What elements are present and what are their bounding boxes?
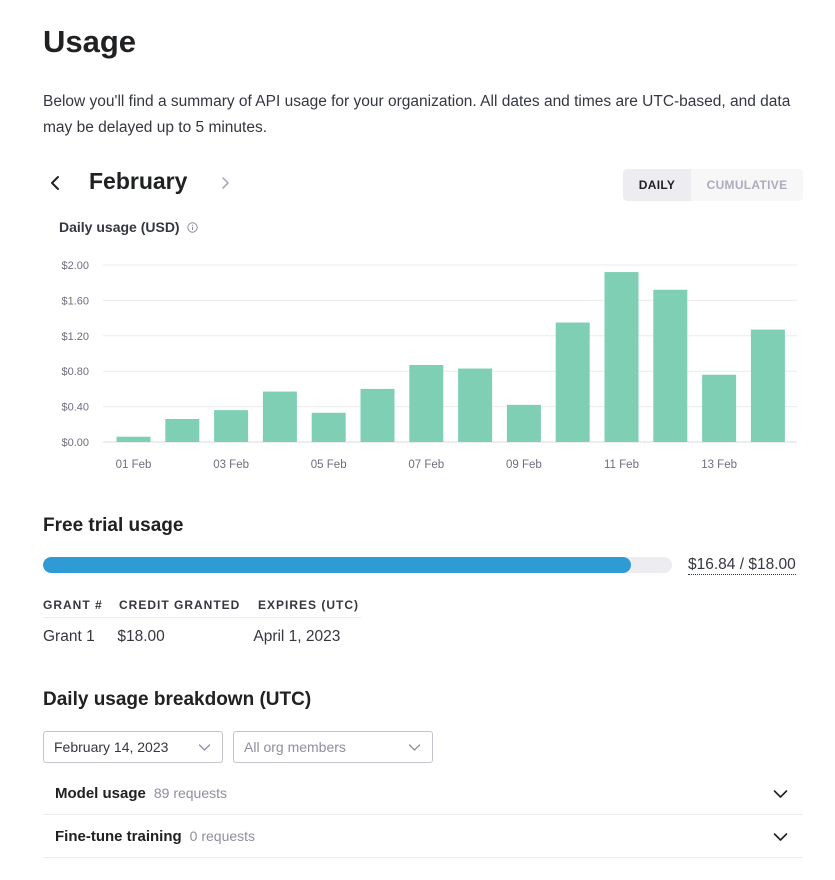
bar-03-feb[interactable] — [214, 410, 249, 442]
date-select[interactable]: February 14, 2023 — [43, 731, 223, 763]
chevron-down-icon — [408, 744, 421, 751]
column-header-expires: EXPIRES (UTC) — [258, 598, 360, 612]
chart-label: Daily usage (USD) — [59, 219, 198, 235]
chevron-right-icon — [221, 177, 229, 189]
accordion-subtitle: 0 requests — [189, 828, 256, 844]
grant-table-header: GRANT # CREDIT GRANTED EXPIRES (UTC) — [43, 593, 368, 617]
bar-10-feb[interactable] — [555, 322, 590, 442]
y-tick-label: $0.80 — [61, 366, 89, 378]
x-tick-label: 05 Feb — [311, 459, 347, 471]
chevron-left-icon — [51, 176, 59, 190]
bar-14-feb[interactable] — [750, 329, 785, 442]
grant-credit: $18.00 — [117, 627, 165, 645]
chevron-down-icon — [773, 833, 788, 841]
table-row: Grant 1 $18.00 April 1, 2023 — [43, 617, 361, 655]
bar-04-feb[interactable] — [262, 391, 297, 442]
x-tick-label: 13 Feb — [701, 459, 737, 471]
bar-09-feb[interactable] — [506, 404, 541, 442]
bar-01-feb[interactable] — [116, 436, 151, 442]
info-icon[interactable] — [186, 221, 198, 233]
y-tick-label: $0.00 — [61, 437, 89, 449]
y-tick-label: $1.20 — [61, 331, 89, 343]
bar-13-feb[interactable] — [702, 374, 737, 442]
x-tick-label: 01 Feb — [116, 459, 152, 471]
y-tick-label: $0.40 — [61, 402, 89, 414]
x-tick-label: 11 Feb — [604, 459, 639, 471]
members-select[interactable]: All org members — [233, 731, 433, 763]
chevron-down-icon — [198, 744, 211, 751]
free-trial-progress-bar — [43, 557, 672, 573]
page-title: Usage — [43, 24, 137, 59]
date-select-value: February 14, 2023 — [54, 739, 169, 755]
previous-month-button[interactable] — [43, 166, 67, 200]
daily-usage-chart: $0.00 $0.40 $0.80 $1.20 $1.60 $2.00 01 Feb 03 F… — [61, 260, 797, 471]
free-trial-progress-fill — [43, 557, 632, 573]
y-tick-label: $1.60 — [61, 295, 89, 307]
chart-label-text: Daily usage (USD) — [59, 219, 180, 235]
column-header-credit: CREDIT GRANTED — [119, 598, 241, 612]
free-trial-progress-text[interactable]: $16.84 / $18.00 — [688, 556, 796, 575]
bar-07-feb[interactable] — [409, 365, 444, 442]
grant-expires: April 1, 2023 — [253, 627, 341, 645]
grant-name: Grant 1 — [43, 627, 95, 645]
next-month-button[interactable] — [213, 166, 237, 200]
accordion-title: Fine-tune training — [55, 827, 182, 845]
model-usage-accordion[interactable]: Model usage 89 requests — [43, 772, 803, 815]
x-tick-label: 09 Feb — [506, 459, 542, 471]
month-navigator: February DAILY CUMULATIVE — [43, 166, 803, 201]
x-tick-label: 03 Feb — [213, 459, 249, 471]
page-description: Below you'll find a summary of API usage… — [43, 93, 791, 136]
bar-12-feb[interactable] — [653, 289, 688, 442]
bar-02-feb[interactable] — [165, 418, 200, 442]
breakdown-heading: Daily usage breakdown (UTC) — [43, 689, 312, 710]
accordion-subtitle: 89 requests — [153, 785, 228, 801]
accordion-title: Model usage — [55, 784, 146, 802]
bar-06-feb[interactable] — [360, 388, 395, 442]
daily-toggle-button[interactable]: DAILY — [623, 169, 691, 201]
grant-table: GRANT # CREDIT GRANTED EXPIRES (UTC) Gra… — [43, 593, 368, 655]
bar-11-feb[interactable] — [604, 272, 639, 442]
bar-08-feb[interactable] — [458, 368, 493, 442]
cumulative-toggle-button[interactable]: CUMULATIVE — [706, 178, 788, 192]
free-trial-heading: Free trial usage — [43, 515, 184, 536]
x-tick-label: 07 Feb — [408, 459, 444, 471]
view-toggle: DAILY CUMULATIVE — [623, 169, 803, 201]
y-tick-label: $2.00 — [61, 260, 89, 272]
fine-tune-training-accordion[interactable]: Fine-tune training 0 requests — [43, 815, 803, 858]
column-header-grant: GRANT # — [43, 598, 103, 612]
chevron-down-icon — [773, 790, 788, 798]
month-label: February — [89, 168, 188, 194]
members-select-placeholder: All org members — [244, 739, 346, 755]
bar-05-feb[interactable] — [311, 412, 346, 442]
